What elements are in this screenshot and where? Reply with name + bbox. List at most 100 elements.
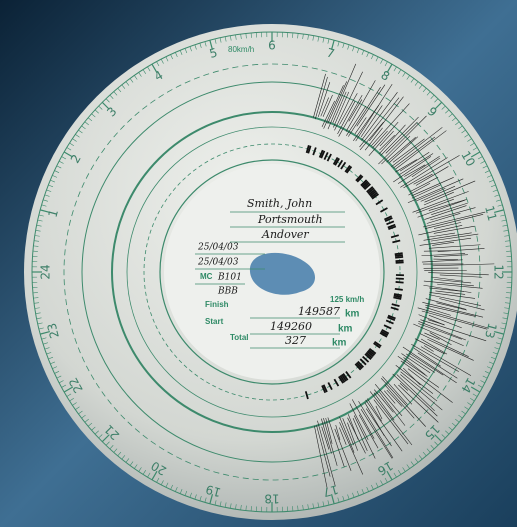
tick (426, 448, 431, 453)
tick (36, 224, 42, 227)
trace-line (371, 103, 410, 146)
tick (434, 98, 439, 103)
tick (422, 451, 427, 457)
trace-line (358, 401, 394, 459)
trace-line (430, 207, 476, 221)
tick (35, 230, 41, 232)
tick (38, 214, 44, 217)
trace-line (408, 182, 431, 196)
trace-line (418, 225, 463, 236)
trace-line (369, 391, 413, 446)
activity-block (387, 316, 396, 321)
trace-line (429, 332, 452, 345)
tick (33, 297, 39, 299)
trace-line (364, 127, 383, 151)
tick (337, 41, 340, 47)
trace-line (415, 166, 449, 186)
tick (69, 142, 74, 146)
tick (56, 375, 62, 379)
tick (482, 375, 488, 379)
trace-line (417, 352, 458, 379)
trace-line (381, 135, 411, 165)
end-place: Andover (261, 228, 309, 241)
trace-line (327, 81, 348, 124)
tick (101, 101, 110, 110)
activity-block (355, 174, 363, 182)
tick (505, 297, 511, 299)
tick (497, 204, 503, 207)
tick (458, 414, 463, 419)
total-label: Total (230, 333, 249, 342)
centre-text (195, 211, 345, 349)
tick (189, 492, 192, 498)
activity-block (340, 374, 347, 382)
trace-line (373, 392, 395, 421)
tick (488, 361, 494, 365)
trace-line (425, 298, 466, 310)
activity-block (338, 375, 344, 384)
tick (134, 464, 138, 469)
activity-block (366, 186, 374, 193)
trace-line (399, 383, 408, 391)
trace-line (386, 137, 416, 163)
trace-line (323, 85, 344, 129)
tick (482, 165, 488, 169)
activity-block (361, 180, 369, 188)
tick (56, 165, 62, 169)
activity-block (342, 373, 349, 381)
trace-line (335, 425, 341, 440)
trace-line (355, 83, 393, 142)
activity-trace (304, 63, 495, 490)
trace-line (374, 383, 403, 417)
unit: km (345, 309, 360, 320)
trace-line (385, 121, 418, 154)
tick (448, 113, 453, 118)
activity-block (380, 207, 388, 213)
tick (375, 482, 379, 488)
hour-label: 24 (39, 264, 53, 279)
tick (46, 352, 52, 355)
tick (317, 502, 320, 508)
trace-line (417, 199, 466, 218)
trace-line (342, 418, 354, 446)
trace-line (359, 97, 400, 148)
activity-block (373, 342, 381, 349)
trace-line (397, 355, 428, 377)
tick (84, 121, 89, 126)
tick (434, 434, 443, 443)
activity-block (333, 378, 340, 387)
tick (129, 461, 134, 466)
hour-label: 10 (458, 149, 478, 169)
trace-line (379, 391, 406, 426)
tick (361, 488, 365, 494)
activity-block (368, 188, 376, 196)
tick (371, 484, 374, 490)
activity-block (368, 347, 377, 355)
trace-line (345, 80, 376, 132)
activity-block (337, 159, 344, 168)
tick (160, 58, 164, 64)
trace-line (424, 214, 484, 229)
activity-block (355, 362, 363, 370)
trace-line (420, 319, 487, 342)
trace-line (365, 408, 392, 447)
trace-line (360, 408, 393, 459)
trace-line (380, 116, 419, 156)
tick (189, 46, 192, 52)
trace-line (418, 321, 466, 341)
tick (501, 322, 507, 325)
activity-block (367, 349, 376, 356)
trace-line (424, 332, 440, 340)
tick (87, 117, 93, 122)
tick (54, 371, 60, 374)
trace-line (379, 134, 395, 151)
trace-line (401, 353, 431, 374)
tick (194, 494, 197, 500)
tick (75, 134, 80, 138)
tick (445, 109, 450, 114)
tick (371, 54, 374, 60)
tick (175, 486, 178, 492)
tick (500, 327, 506, 330)
tick (58, 380, 64, 384)
